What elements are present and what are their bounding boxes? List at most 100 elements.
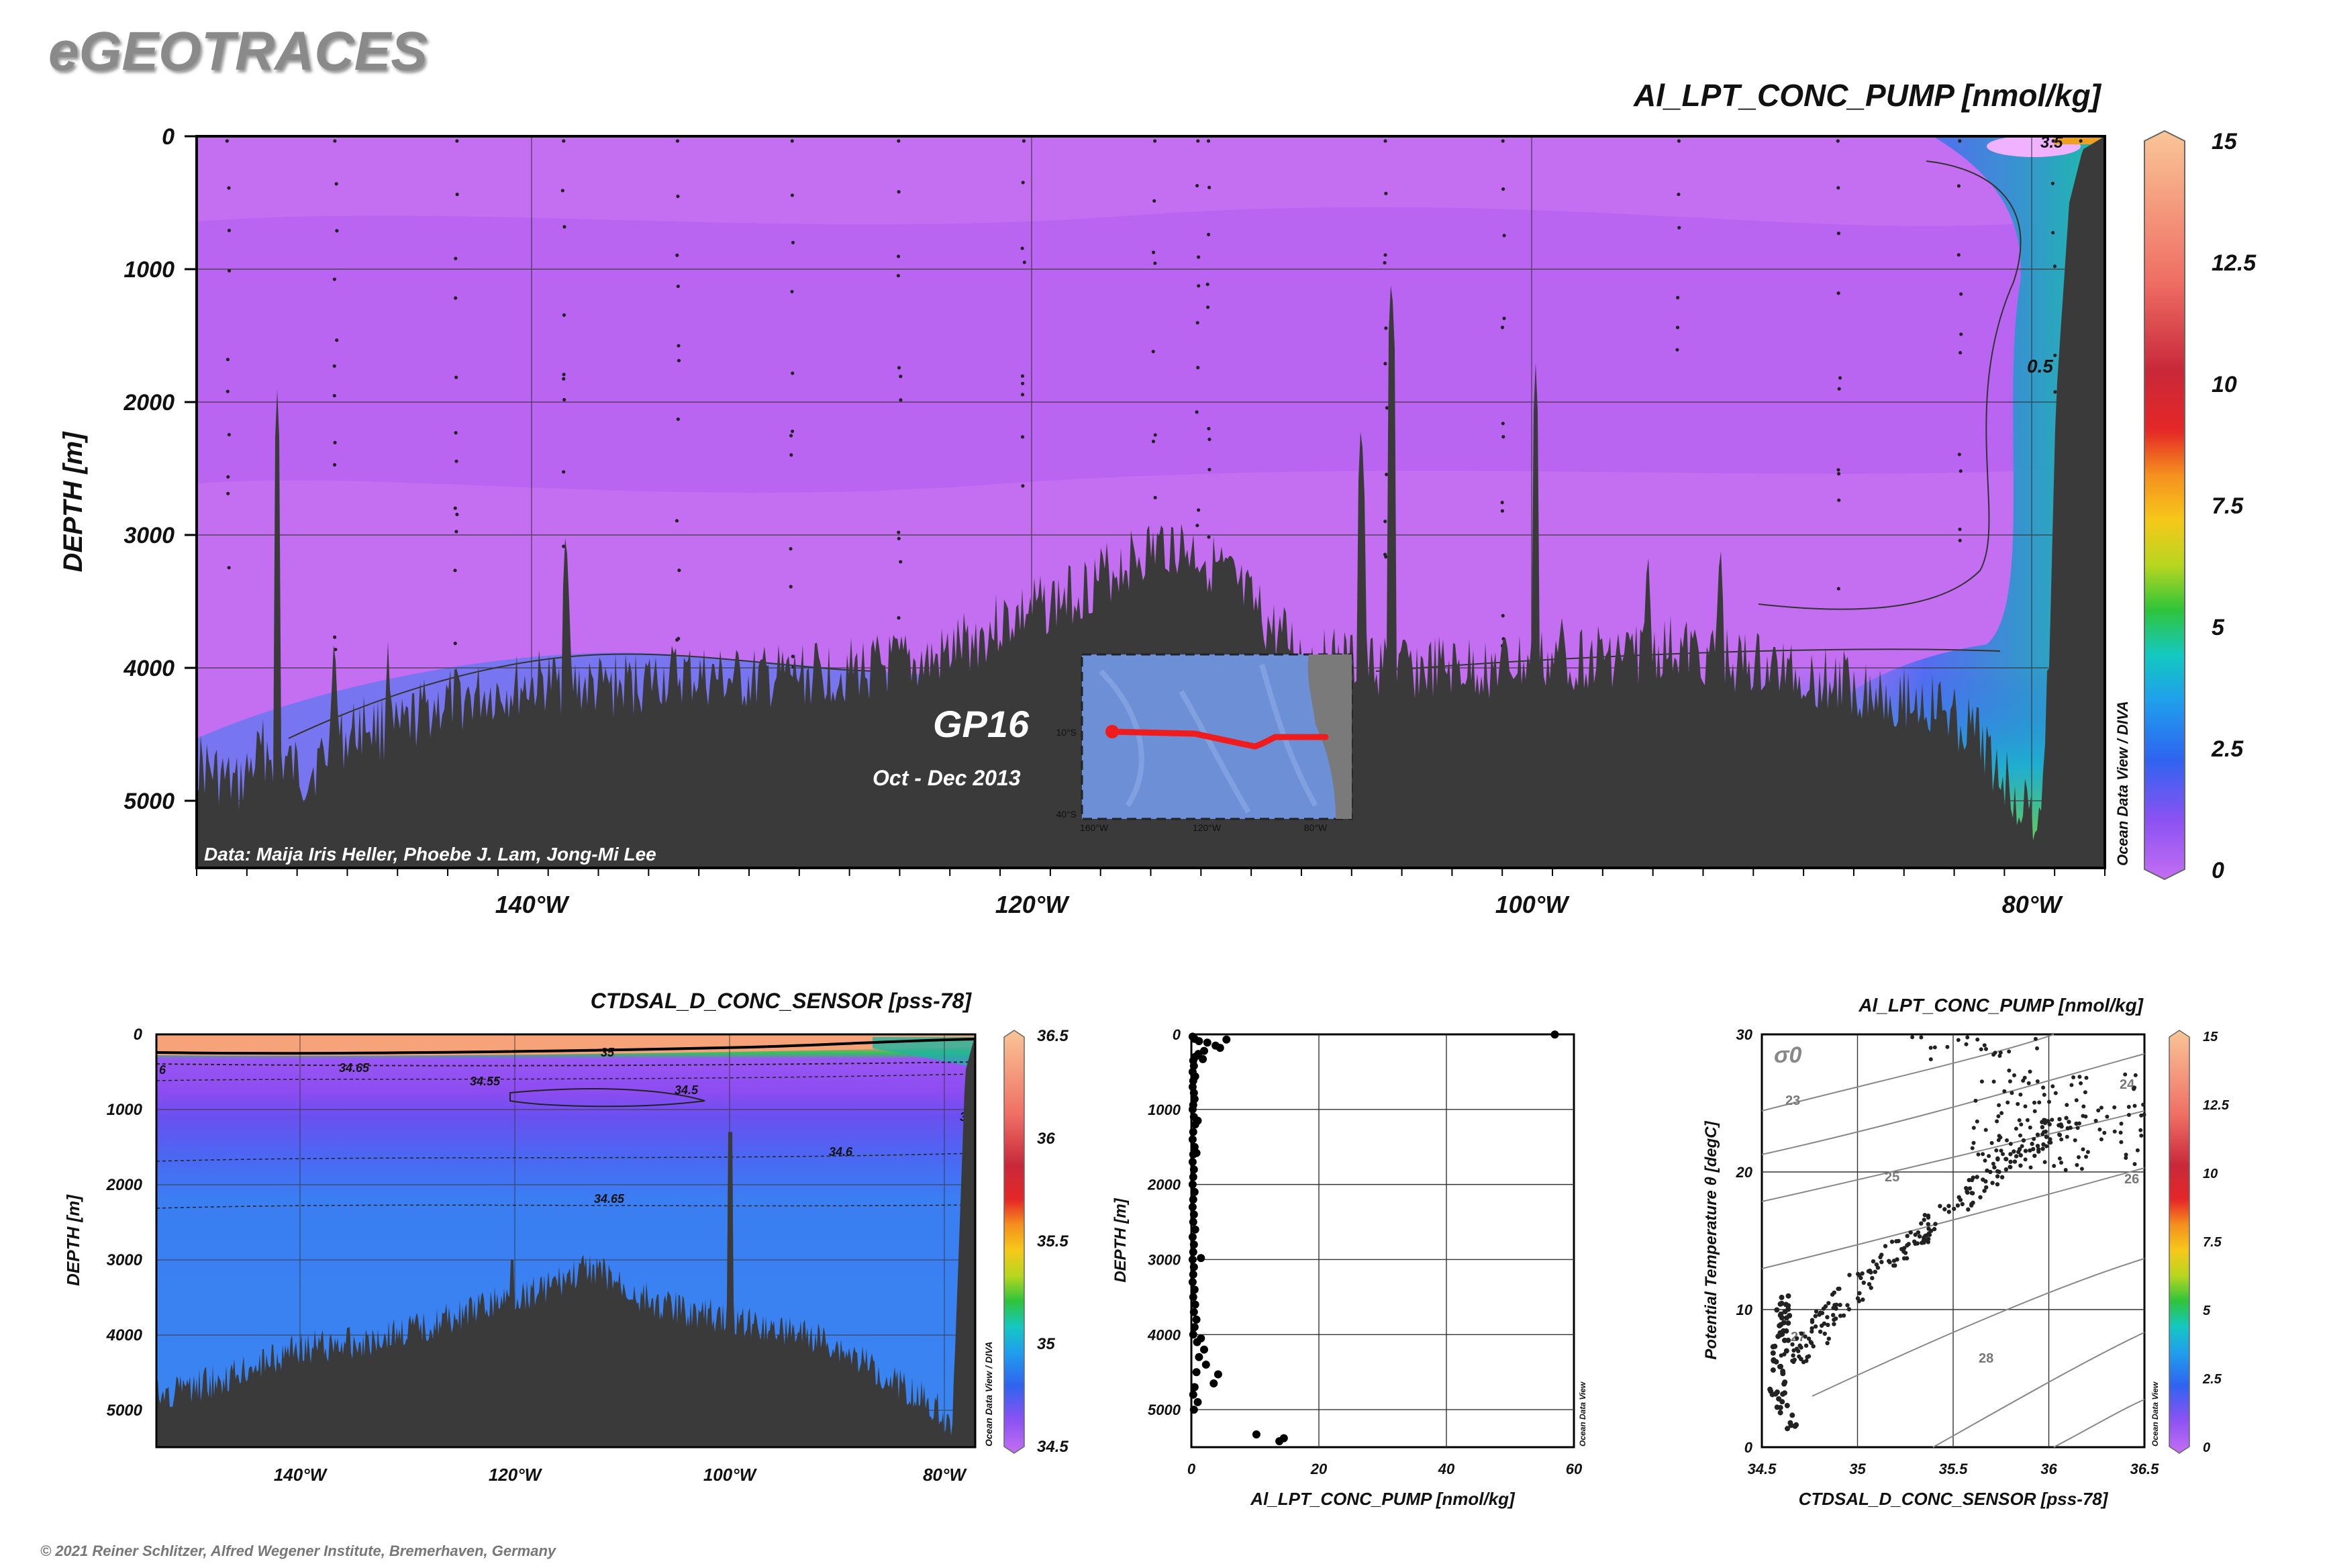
ts-point <box>2047 1140 2052 1144</box>
ts-point <box>1785 1426 1790 1432</box>
ts-point <box>2032 1136 2036 1141</box>
ts-point <box>1791 1359 1796 1365</box>
sal-depth-tick-4000: 4000 <box>106 1326 143 1344</box>
ts-point <box>1797 1343 1802 1348</box>
profile-point <box>1189 1263 1198 1271</box>
ts-point <box>1787 1313 1793 1318</box>
station-sample <box>1959 469 1963 473</box>
ts-point <box>1976 1152 1981 1157</box>
ts-point <box>2057 1132 2061 1137</box>
ts-point <box>1878 1255 1883 1260</box>
salinity-watermark: Ocean Data View / DIVA <box>983 1342 994 1447</box>
station-sample <box>1384 554 1388 559</box>
profile-point <box>1550 1030 1559 1039</box>
profile-point <box>1279 1434 1288 1442</box>
station-sample <box>1500 500 1504 505</box>
ts-point <box>2139 1133 2144 1138</box>
ts-point <box>2017 1146 2022 1152</box>
station-sample <box>1022 139 1026 143</box>
ts-point <box>1991 1161 1995 1166</box>
ts-point <box>1825 1315 1830 1320</box>
ts-point <box>1913 1232 1918 1237</box>
ts-point <box>1856 1299 1861 1304</box>
ts-point <box>1779 1294 1785 1300</box>
salinity-surface-layer <box>156 1034 975 1056</box>
station-sample <box>675 253 679 257</box>
inset-lon-120w: 120°W <box>1193 822 1222 833</box>
ts-points <box>1767 1035 2146 1432</box>
station-sample <box>1021 381 1025 385</box>
ts-point <box>1883 1244 1888 1248</box>
station-sample <box>562 397 566 402</box>
ts-point <box>2118 1130 2123 1135</box>
ts-point <box>1789 1412 1795 1418</box>
ts-isopycnals <box>1761 1034 2145 1448</box>
main-depth-tick-1000: 1000 <box>123 257 175 283</box>
ts-point <box>2042 1160 2047 1165</box>
station-sample <box>897 366 901 370</box>
ts-point <box>2097 1127 2102 1132</box>
ts-point <box>1995 1174 2000 1179</box>
ts-point <box>2079 1167 2084 1171</box>
profile-point <box>1203 1038 1211 1047</box>
station-sample <box>897 139 901 143</box>
salinity-depth-axis-label: DEPTH [m] <box>63 1194 83 1286</box>
salinity-depth-axis: 0 1000 2000 3000 4000 5000 <box>106 1026 143 1420</box>
ts-title: Al_LPT_CONC_PUMP [nmol/kg] <box>1858 995 2144 1016</box>
sal-depth-tick-1000: 1000 <box>107 1101 143 1119</box>
profile-point <box>1195 1353 1203 1361</box>
ts-y-tick: 0 <box>1744 1439 1753 1456</box>
station-sample <box>1153 495 1157 499</box>
ts-point <box>1826 1322 1830 1328</box>
ts-watermark: Ocean Data View <box>2150 1381 2160 1447</box>
ts-point <box>1996 1114 2001 1118</box>
profile-point <box>1188 1105 1197 1114</box>
ts-point <box>1975 1037 1980 1042</box>
ts-point <box>1803 1343 1809 1348</box>
ts-point <box>1783 1302 1789 1308</box>
station-sample <box>1207 427 1211 431</box>
ts-point <box>1773 1391 1779 1397</box>
main-depth-tick-4000: 4000 <box>123 656 175 681</box>
ts-point <box>1910 1035 1915 1040</box>
ts-point <box>1832 1303 1837 1308</box>
ts-point <box>2065 1134 2069 1139</box>
ts-point <box>1782 1390 1787 1396</box>
sal-contour-label-34.65b: 34.65 <box>594 1192 625 1206</box>
main-section-title: Al_LPT_CONC_PUMP [nmol/kg] <box>1633 78 2102 113</box>
ts-point <box>1791 1348 1796 1353</box>
ts-point <box>2042 1118 2046 1122</box>
ts-point <box>2005 1138 2009 1142</box>
ts-point <box>2064 1116 2069 1120</box>
main-section-plot: 0.5 3.5 GP16 Oct - Dec 2013 Data: Maija … <box>58 124 2257 918</box>
ts-point <box>2006 1100 2010 1105</box>
ts-point <box>1823 1304 1828 1309</box>
station-sample <box>1675 326 1680 330</box>
sal-contour-label-34.55: 34.55 <box>470 1075 501 1088</box>
ts-point <box>1971 1140 1976 1145</box>
cruise-label: GP16 <box>933 703 1030 745</box>
ts-point <box>1845 1303 1850 1308</box>
profile-x-label: Al_LPT_CONC_PUMP [nmol/kg] <box>1250 1489 1516 1509</box>
profile-point <box>1209 1379 1218 1387</box>
ts-point <box>2084 1075 2089 1080</box>
ts-iso-label-24: 24 <box>2120 1077 2135 1092</box>
ts-point <box>2032 1153 2037 1159</box>
ts-point <box>2014 1154 2019 1159</box>
station-sample <box>1836 291 1840 295</box>
station-sample <box>454 296 458 300</box>
ts-point <box>1779 1331 1785 1337</box>
ts-point <box>1871 1259 1876 1264</box>
station-sample <box>1501 187 1505 191</box>
station-sample <box>789 434 793 438</box>
ts-point <box>2008 1079 2012 1083</box>
station-sample <box>789 546 793 551</box>
salinity-east-surface <box>873 1037 975 1067</box>
station-sample <box>1197 284 1201 288</box>
ts-point <box>1785 1320 1791 1326</box>
main-depth-axis-label: DEPTH [m] <box>58 431 88 573</box>
sal-contour-label-35: 35 <box>601 1046 615 1059</box>
station-sample <box>896 274 901 278</box>
ts-point <box>2048 1137 2052 1142</box>
ts-point <box>1799 1357 1803 1361</box>
